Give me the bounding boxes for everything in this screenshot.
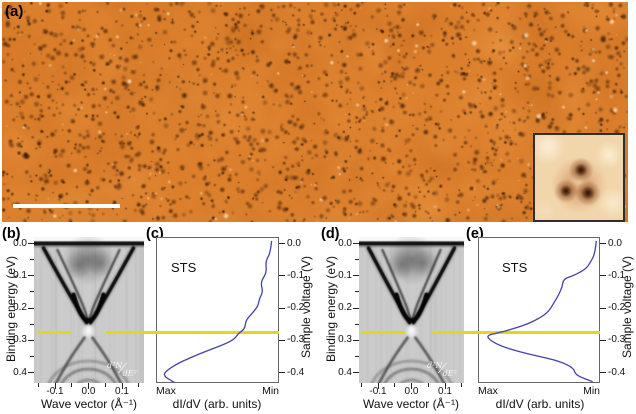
y-tick-c (279, 339, 285, 341)
x-tick-d (444, 383, 446, 389)
panel-label-d: (d) (321, 226, 340, 242)
x-minor-tick-d (394, 383, 396, 387)
y-tick-c (279, 243, 285, 244)
y-tick-d (353, 307, 359, 309)
max-label-c: Max (156, 385, 176, 397)
x-minor-tick-d (461, 383, 463, 387)
y-tick-c (279, 275, 285, 277)
sts-curve-c (163, 240, 273, 383)
stm-inset-defect-image (533, 133, 625, 222)
y-tick-label-d: 0.1 (338, 269, 352, 281)
x-minor-tick-b (104, 383, 106, 387)
highlight-line-segment-d-e (432, 331, 600, 334)
band-map-b (34, 237, 144, 383)
y-tick-label-b: 0.3 (13, 334, 27, 346)
scale-bar (13, 204, 120, 208)
y-tick-e (600, 339, 606, 341)
second-derivative-annotation-d: d²N⁄dE² (427, 361, 457, 378)
y-tick-label-c: -0.3 (287, 334, 305, 346)
y-tick-e (600, 275, 606, 277)
panel-label-b: (b) (2, 226, 21, 242)
y-tick-label-e: 0.0 (608, 237, 622, 249)
x-minor-tick-b (138, 383, 140, 387)
wave-vector-axis-label-d: Wave vector (Å⁻¹) (363, 397, 459, 411)
y-tick-label-c: 0.0 (287, 237, 301, 249)
x-minor-tick-b (37, 383, 39, 387)
min-label-c: Min (262, 385, 279, 397)
y-minor-tick-d (355, 259, 359, 261)
y-minor-tick-d (355, 323, 359, 325)
y-tick-label-c: -0.2 (287, 302, 305, 314)
highlight-line-segment-d-left (362, 331, 405, 334)
x-tick-b (121, 383, 123, 389)
x-tick-b (88, 383, 89, 389)
y-tick-d (353, 275, 359, 277)
y-minor-tick-d (355, 356, 359, 358)
didv-axis-label-c: dI/dV (arb. units) (172, 397, 262, 411)
wave-vector-axis-label-b: Wave vector (Å⁻¹) (41, 397, 137, 411)
didv-spectrum-path-e (487, 240, 597, 383)
y-tick-label-d: 0.2 (338, 302, 352, 314)
y-tick-b (28, 243, 34, 244)
y-tick-label-b: 0.2 (13, 302, 27, 314)
sts-label-e: STS (502, 260, 528, 275)
sts-plot-box-e (478, 237, 600, 383)
y-tick-label-c: -0.1 (287, 269, 305, 281)
y-minor-tick-b (30, 259, 34, 261)
x-tick-label-d: -0.1 (369, 386, 387, 397)
x-minor-tick-d (427, 383, 429, 387)
stm-topography-image (2, 2, 628, 222)
highlight-line-segment-b-left (38, 331, 72, 334)
second-derivative-annotation-b: d²N⁄dE² (107, 361, 137, 378)
x-tick-d (377, 383, 379, 389)
y-tick-label-c: -0.4 (287, 366, 305, 378)
x-tick-label-d: 0.1 (438, 386, 452, 397)
band-map-d (359, 237, 464, 383)
y-tick-label-e: -0.4 (608, 366, 626, 378)
y-tick-d (353, 243, 359, 244)
y-tick-c (279, 372, 285, 374)
y-tick-e (600, 307, 606, 309)
y-tick-b (28, 307, 34, 309)
x-minor-tick-b (71, 383, 73, 387)
y-minor-tick-d (355, 291, 359, 293)
x-tick-label-b: 0.0 (81, 386, 96, 397)
max-label-e: Max (478, 385, 498, 397)
sts-plot-box-c (156, 237, 279, 383)
y-tick-e (600, 372, 606, 374)
y-tick-d (353, 339, 359, 341)
y-tick-b (28, 275, 34, 277)
x-tick-label-b: -0.1 (46, 386, 64, 397)
x-tick-b (54, 383, 56, 389)
y-tick-label-e: -0.2 (608, 302, 626, 314)
y-minor-tick-b (30, 323, 34, 325)
highlight-line-segment-b-c (106, 331, 279, 334)
x-tick-label-d: 0.0 (404, 386, 419, 397)
y-tick-label-b: 0.4 (13, 366, 27, 378)
y-tick-label-b: 0.1 (13, 269, 27, 281)
y-minor-tick-b (30, 291, 34, 293)
sts-label-c: STS (171, 260, 197, 275)
y-tick-label-d: 0.4 (338, 366, 352, 378)
x-minor-tick-d (360, 383, 362, 387)
y-minor-tick-b (30, 356, 34, 358)
y-tick-b (28, 339, 34, 341)
y-tick-c (279, 307, 285, 309)
sts-curve-e (487, 240, 597, 383)
x-tick-d (411, 383, 412, 389)
y-tick-label-d: 0.3 (338, 334, 352, 346)
min-label-e: Min (583, 385, 600, 397)
y-tick-b (28, 372, 34, 374)
y-tick-label-e: -0.1 (608, 269, 626, 281)
didv-spectrum-path-c (163, 240, 273, 383)
y-tick-label-d: 0.0 (338, 237, 352, 249)
didv-axis-label-e: dI/dV (arb. units) (495, 397, 585, 411)
y-tick-label-b: 0.0 (13, 237, 27, 249)
y-tick-label-e: -0.3 (608, 334, 626, 346)
y-tick-e (600, 243, 606, 244)
y-tick-d (353, 372, 359, 374)
panel-label-a: (a) (5, 3, 24, 20)
x-tick-label-b: 0.1 (115, 386, 129, 397)
